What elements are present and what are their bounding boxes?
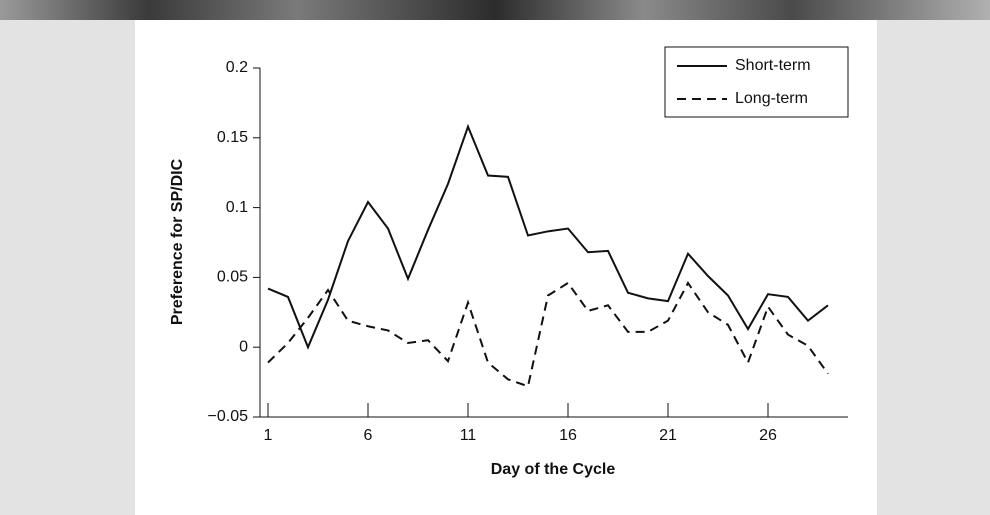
y-tick-label: 0.1 xyxy=(226,199,248,216)
y-tick-label: 0 xyxy=(239,338,248,355)
legend-label: Long-term xyxy=(735,90,808,107)
x-tick-label: 26 xyxy=(759,427,777,444)
y-tick-label: 0.15 xyxy=(217,129,248,146)
y-tick-label: 0.2 xyxy=(226,59,248,76)
x-tick-label: 16 xyxy=(559,427,577,444)
x-tick-label: 6 xyxy=(364,427,373,444)
y-axis-label: Preference for SP/DIC xyxy=(169,158,186,325)
x-tick-label: 11 xyxy=(460,427,477,444)
x-tick-label: 1 xyxy=(264,427,273,444)
x-tick-label: 21 xyxy=(659,427,677,444)
y-tick-label: −0.05 xyxy=(208,408,249,425)
line-series xyxy=(267,281,829,388)
line-series xyxy=(267,123,829,350)
x-axis-label: Day of the Cycle xyxy=(491,461,616,478)
legend-label: Short-term xyxy=(735,57,811,74)
header-image xyxy=(0,0,990,20)
y-tick-label: 0.05 xyxy=(217,269,248,286)
legend-box xyxy=(664,46,849,118)
